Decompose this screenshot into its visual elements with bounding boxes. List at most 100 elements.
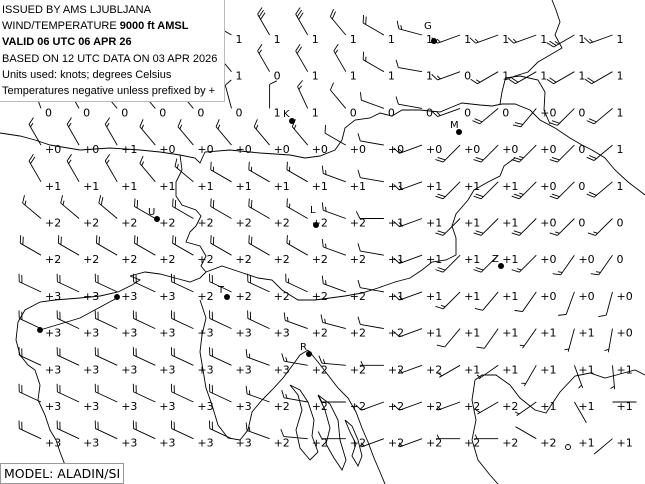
temperature-label: 1 xyxy=(350,70,357,83)
wind-barb xyxy=(329,9,347,36)
city-label: R xyxy=(300,342,307,353)
wind-barb xyxy=(318,355,346,366)
route-line xyxy=(39,297,118,331)
wind-barb xyxy=(60,195,80,219)
wind-barb xyxy=(285,273,308,293)
city-label: U xyxy=(148,207,155,218)
temperature-label: 1 xyxy=(388,33,395,46)
temperature-label: +3 xyxy=(159,400,175,413)
cities: G K M U L Z T R xyxy=(148,21,504,357)
temperature-label: 0 xyxy=(83,106,90,119)
temperature-label: +1 xyxy=(197,180,213,193)
temperature-label: +0 xyxy=(83,143,99,156)
temperature-label: +1 xyxy=(502,253,518,266)
wind-barb xyxy=(170,310,194,330)
wind-barb xyxy=(134,235,156,256)
wind-barb xyxy=(398,364,423,374)
temperature-label: +1 xyxy=(464,217,480,230)
coast-istria xyxy=(199,299,309,441)
wind-barb xyxy=(360,438,385,448)
temperature-label: +2 xyxy=(83,217,99,230)
temperature-label: +3 xyxy=(197,400,213,413)
wind-barb xyxy=(333,43,347,72)
city-label: Z xyxy=(492,254,499,265)
temperature-label: 1 xyxy=(388,70,395,83)
wind-barb xyxy=(170,420,194,440)
temperature-label: +2 xyxy=(197,217,213,230)
wind-barb xyxy=(19,235,42,256)
temperature-label: +0 xyxy=(464,143,480,156)
temperature-label: +1 xyxy=(236,180,252,193)
wind-barb xyxy=(132,347,156,366)
wind-barb xyxy=(357,243,384,256)
temperature-label: 1 xyxy=(312,70,319,83)
wind-barb xyxy=(473,254,499,273)
city-label: M xyxy=(450,120,459,131)
wind-barb xyxy=(396,20,423,36)
temperature-label: +2 xyxy=(426,437,442,450)
city-marker xyxy=(154,216,160,222)
temperature-label: +1 xyxy=(274,180,290,193)
wind-barb xyxy=(132,310,156,330)
temperature-label: 1 xyxy=(426,33,433,46)
temperature-label: +1 xyxy=(426,327,442,340)
wind-barb xyxy=(359,92,385,109)
temperature-label: +2 xyxy=(426,363,442,376)
wind-barb xyxy=(170,383,194,403)
temperature-label: +3 xyxy=(197,363,213,376)
temperature-label: +1 xyxy=(388,253,404,266)
wind-barb xyxy=(172,198,194,219)
wind-barb xyxy=(98,195,118,219)
wind-barb xyxy=(431,107,461,118)
coast-croatia xyxy=(307,349,386,484)
wind-barb xyxy=(546,34,575,48)
temperature-label: +1 xyxy=(578,437,594,450)
island-cres xyxy=(317,394,347,471)
wind-barb xyxy=(245,422,270,440)
wind-barb xyxy=(475,401,499,415)
wind-barb xyxy=(549,144,575,163)
wind-barb xyxy=(573,365,584,389)
temperature-label: +0 xyxy=(45,143,61,156)
wind-barb xyxy=(281,353,308,366)
wind-barb xyxy=(472,108,499,125)
wind-barb xyxy=(435,254,461,273)
wind-barb xyxy=(398,438,423,448)
temperature-label: +1 xyxy=(159,180,175,193)
temperature-label: +2 xyxy=(45,217,61,230)
wind-barb xyxy=(511,181,537,200)
temperature-label: +2 xyxy=(83,253,99,266)
temperature-label: 1 xyxy=(236,33,243,46)
valid-time: VALID 06 UTC 06 APR 26 xyxy=(2,34,222,50)
temperature-label: +1 xyxy=(426,217,442,230)
coast-gulf-trieste xyxy=(129,271,207,283)
temperature-label: 0 xyxy=(578,143,585,156)
wind-barb xyxy=(28,154,42,183)
wind-barb xyxy=(66,154,80,183)
temperature-label: +0 xyxy=(236,143,252,156)
temperature-label: 1 xyxy=(350,33,357,46)
wind-barb xyxy=(215,119,232,146)
temperature-label: +3 xyxy=(274,363,290,376)
city-marker xyxy=(431,38,437,44)
temperature-label: +1 xyxy=(464,327,480,340)
temperature-label: +1 xyxy=(578,400,594,413)
wind-barb xyxy=(357,133,384,146)
temperature-label: +2 xyxy=(464,400,480,413)
wind-barb xyxy=(139,119,156,146)
temperature-label: +1 xyxy=(502,180,518,193)
temperature-label: +2 xyxy=(45,253,61,266)
wind-barb xyxy=(549,218,575,236)
wind-barb xyxy=(435,291,461,310)
temperature-label: +3 xyxy=(45,290,61,303)
temperature-label: +1 xyxy=(83,180,99,193)
temperature-label: 1 xyxy=(617,180,624,193)
temperature-label: +0 xyxy=(388,143,404,156)
wind-barb xyxy=(431,71,461,81)
border-slovenia-italy xyxy=(175,154,207,273)
temperature-label: 1 xyxy=(617,143,624,156)
wind-barb xyxy=(317,394,346,403)
temperature-label: 0 xyxy=(578,106,585,119)
wind-barb xyxy=(586,108,613,125)
temperature-label: +3 xyxy=(121,437,137,450)
